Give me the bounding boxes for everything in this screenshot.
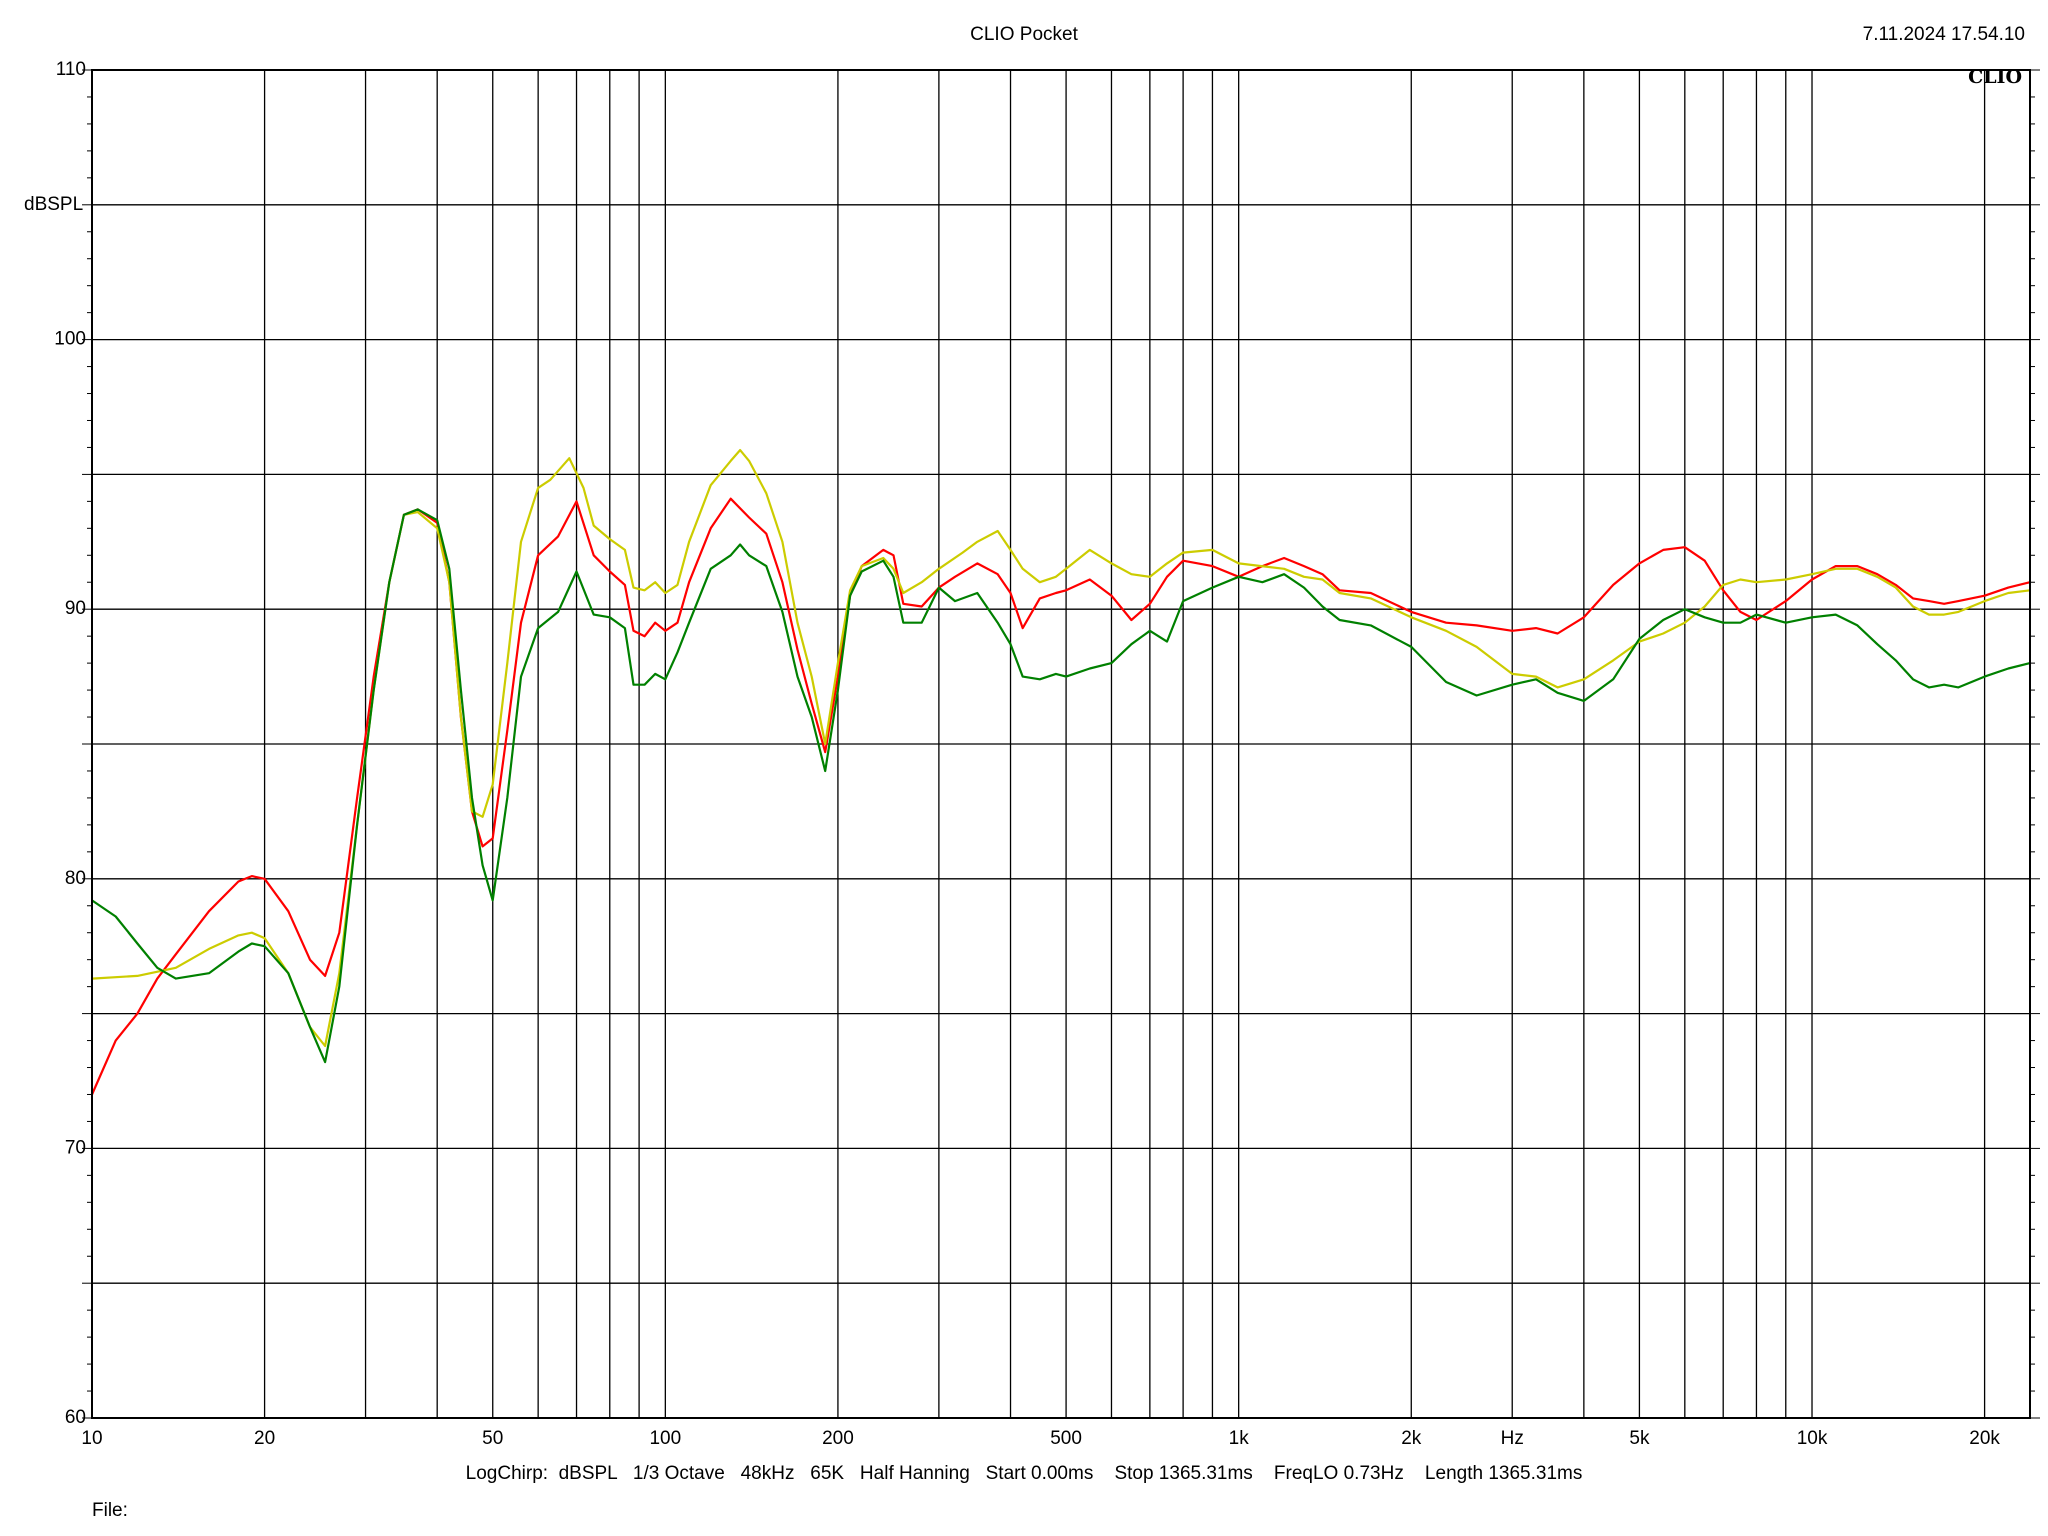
file-label: File:	[92, 1500, 128, 1521]
y-tick-label: 90	[65, 598, 86, 619]
series-layer	[90, 449, 2031, 1095]
series-line-2	[91, 449, 2031, 1048]
x-tick-label: 100	[649, 1428, 681, 1449]
plot-frame	[91, 69, 2031, 1419]
y-axis-label: dBSPL	[24, 194, 84, 215]
timestamp: 7.11.2024 17.54.10	[1862, 24, 2025, 45]
x-tick-label: 5k	[1629, 1428, 1650, 1449]
y-tick-labels: 60 70 80 90 100 110	[54, 59, 86, 1428]
x-tick-label: 500	[1050, 1428, 1082, 1449]
y-tick-label: 110	[56, 59, 86, 80]
y-tick-label: 100	[54, 329, 86, 350]
x-tick-label: 20k	[1969, 1428, 2000, 1449]
series-line-1	[90, 497, 2031, 1095]
y-tick-label: 80	[65, 868, 86, 889]
x-tick-label: 50	[482, 1428, 503, 1449]
x-axis-label: Hz	[1501, 1428, 1524, 1449]
x-tick-label: 10k	[1797, 1428, 1828, 1449]
x-tick-label: 10	[81, 1428, 102, 1449]
minor-grid-y	[82, 69, 2040, 1419]
x-tick-labels: 10 20 50 100 200 500 1k 2k 5k 10k 20k	[81, 1428, 2000, 1449]
x-tick-label: 2k	[1401, 1428, 1422, 1449]
series-line-3	[91, 508, 2031, 1064]
x-tick-label: 20	[254, 1428, 275, 1449]
y-tick-label: 70	[65, 1137, 86, 1158]
measurement-settings: LogChirp: dBSPL 1/3 Octave 48kHz 65K Hal…	[465, 1463, 1583, 1484]
chart-title: CLIO Pocket	[970, 24, 1078, 45]
x-tick-label: 200	[822, 1428, 854, 1449]
y-tick-label: 60	[65, 1407, 86, 1428]
x-tick-label: 1k	[1229, 1428, 1250, 1449]
clio-logo: CLIO	[1968, 66, 2022, 88]
